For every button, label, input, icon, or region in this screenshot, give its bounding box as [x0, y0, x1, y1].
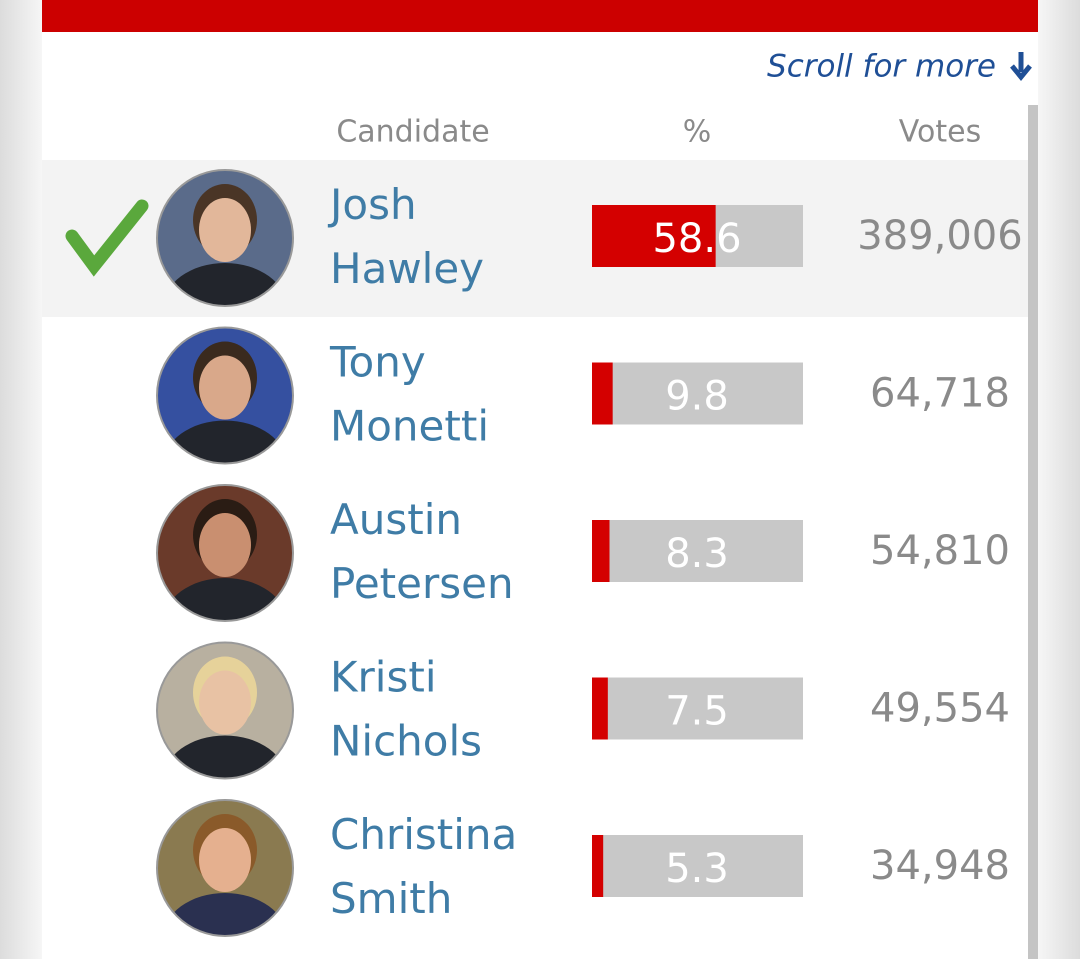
vote-count: 54,810 [870, 528, 1010, 574]
candidate-photo [157, 800, 293, 936]
photo-body [163, 420, 287, 464]
photo-body [163, 578, 287, 621]
scroll-arrow [1010, 52, 1032, 81]
column-header: Candidate [336, 115, 489, 150]
percent-bar [592, 520, 610, 582]
left-shadow [0, 0, 42, 959]
vote-count: 64,718 [870, 371, 1010, 417]
column-header: Votes [899, 115, 981, 150]
photo-body [163, 893, 287, 936]
photo-face [199, 198, 251, 262]
percent-track [592, 677, 803, 740]
percent-value: 7.5 [665, 689, 729, 735]
percent-value: 58.6 [652, 216, 741, 262]
photo-face [199, 828, 251, 892]
percent-bar [592, 205, 716, 267]
percent-value: 5.3 [665, 846, 729, 892]
photo-body [163, 263, 287, 306]
photo-body [163, 735, 287, 779]
vote-count: 389,006 [857, 213, 1022, 259]
percent-track [592, 835, 803, 897]
avatar-border [156, 641, 294, 780]
avatar-border [156, 484, 294, 622]
avatar-border [156, 799, 294, 937]
winner-check [65, 199, 149, 277]
scrollbar [1028, 105, 1038, 959]
percent-track [592, 362, 803, 425]
percent-value: 9.8 [665, 374, 729, 420]
avatar-border [156, 326, 294, 465]
panel [42, 0, 1038, 959]
vote-count: 34,948 [870, 843, 1010, 889]
candidate-name: Josh Hawley [327, 180, 484, 293]
percent-bar [592, 677, 608, 740]
photo-face [199, 670, 251, 735]
percent-bar [592, 835, 604, 897]
candidate-name: Christina Smith [330, 810, 517, 923]
candidate-photo [157, 327, 293, 464]
percent-value: 8.3 [665, 531, 729, 577]
candidate-name: Austin Petersen [330, 495, 514, 608]
candidate-name: Tony Monetti [329, 337, 489, 450]
top-bar [42, 0, 1038, 32]
scroll-hint[interactable]: Scroll for more [767, 49, 996, 85]
percent-track [592, 520, 803, 582]
photo-face [199, 513, 251, 577]
right-shadow [1038, 0, 1080, 959]
percent-bar [592, 362, 613, 425]
vote-count: 49,554 [870, 686, 1010, 732]
candidate-photo [157, 485, 293, 621]
candidate-photo [157, 170, 293, 306]
photo-face [199, 355, 251, 420]
avatar-border [156, 169, 294, 307]
candidate-name: Kristi Nichols [330, 652, 482, 765]
column-header: % [683, 115, 712, 150]
rows: Josh Hawley 58.6 389,006 Tony Monetti 9.8 64,71… [42, 160, 1028, 937]
candidate-photo [157, 642, 293, 779]
